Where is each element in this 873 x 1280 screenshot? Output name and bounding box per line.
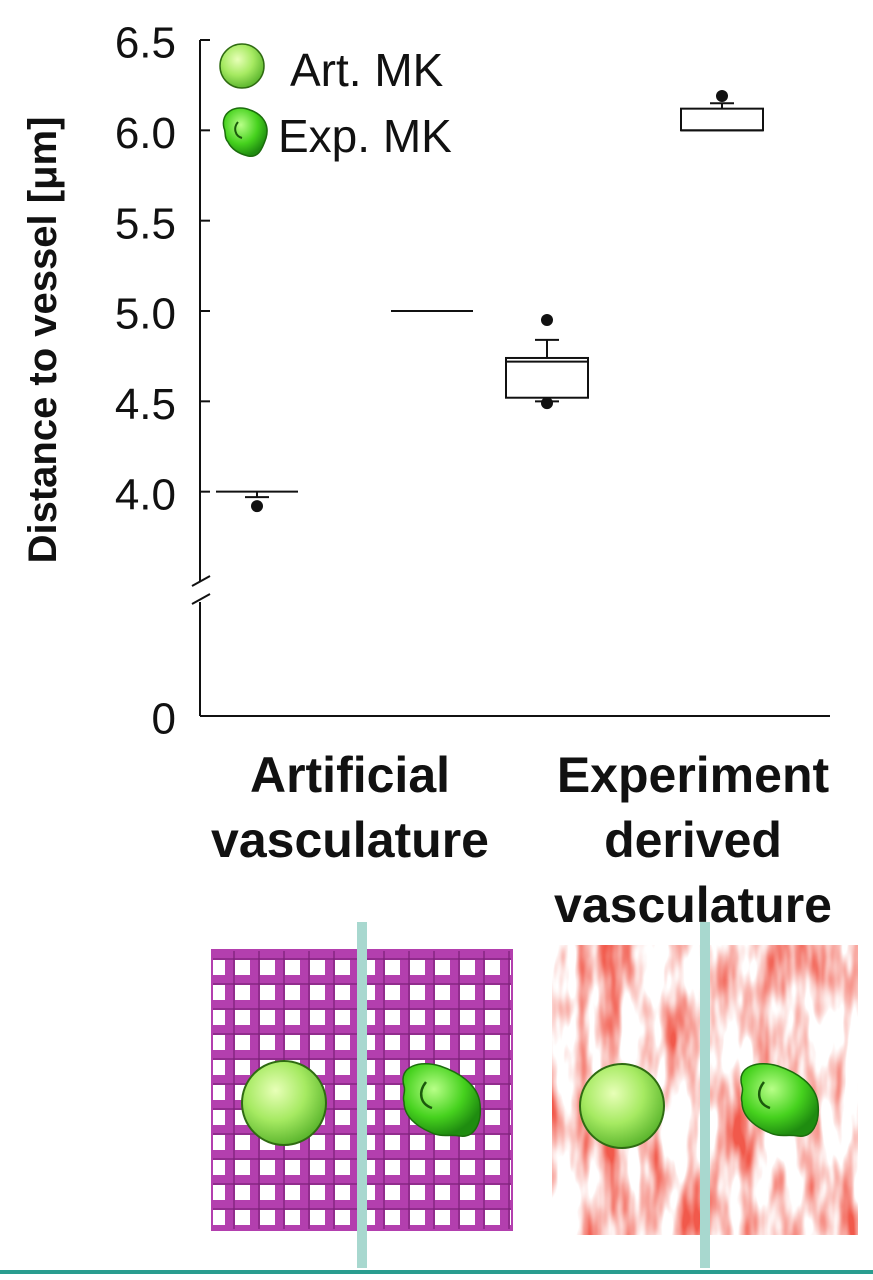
y-tick-label: 4.5 — [115, 380, 176, 429]
box-series — [216, 90, 764, 513]
bottom-rule — [0, 1270, 873, 1274]
outlier-point — [541, 314, 553, 327]
group-label-line: derived — [604, 812, 782, 868]
y-tick-label: 6.5 — [115, 19, 176, 68]
axis-break-mark-1 — [191, 575, 211, 587]
legend-label-exp-mk: Exp. MK — [278, 110, 452, 162]
box-0 — [216, 490, 298, 513]
group-label-line: Experiment — [557, 747, 830, 803]
group-label-line: Artificial — [250, 747, 450, 803]
outlier-point — [541, 397, 553, 410]
y-tick-label: 5.0 — [115, 290, 176, 339]
blob-icon — [740, 1063, 820, 1137]
box-body — [505, 356, 589, 399]
blob-icon-mark — [757, 1081, 771, 1110]
y-tick-label: 4.0 — [115, 470, 176, 519]
group-label-line: vasculature — [554, 877, 832, 933]
divider-plane — [700, 922, 710, 1268]
axis-break-mark-2 — [191, 593, 211, 605]
legend: Art. MK Exp. MK — [219, 43, 452, 162]
y-tick-label: 5.5 — [115, 199, 176, 248]
blob-icon-mark — [419, 1081, 433, 1110]
artificial-vasculature-illustration — [211, 922, 513, 1268]
outlier-point — [716, 90, 728, 103]
sphere-icon — [219, 43, 265, 89]
blob-icon — [222, 107, 268, 158]
y-tick-label: 6.0 — [115, 109, 176, 158]
legend-item-exp-mk: Exp. MK — [222, 107, 452, 162]
legend-label-art-mk: Art. MK — [290, 44, 444, 96]
legend-item-art-mk: Art. MK — [219, 43, 444, 96]
sphere-icon — [579, 1063, 665, 1149]
y-ticks: 4.0 4.5 5.0 5.5 6.0 6.5 — [115, 19, 210, 519]
outlier-point — [251, 500, 263, 513]
blob-icon — [402, 1063, 482, 1137]
group-label-artificial: Artificial vasculature — [211, 747, 489, 868]
box-body — [680, 107, 764, 132]
y-tick-label-zero: 0 — [152, 695, 176, 744]
divider-plane — [357, 922, 367, 1268]
box-2 — [505, 314, 589, 410]
sphere-icon — [241, 1060, 327, 1146]
experiment-vasculature-illustration — [552, 922, 858, 1268]
box-3 — [680, 90, 764, 132]
y-axis-title: Distance to vessel [μm] — [21, 117, 65, 564]
group-label-experiment: Experiment derived vasculature — [554, 747, 832, 933]
blob-icon-mark — [234, 121, 243, 139]
group-label-line: vasculature — [211, 812, 489, 868]
